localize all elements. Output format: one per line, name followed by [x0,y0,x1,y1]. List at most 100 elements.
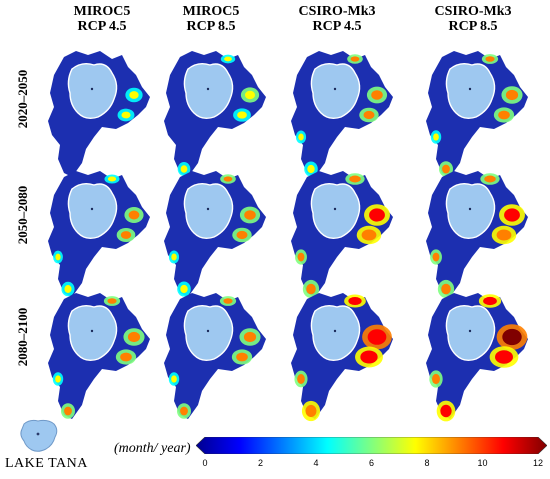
hotspot-inner [498,110,510,120]
hotspot-inner [129,91,139,99]
hotspot-inner [502,328,522,346]
basin-map [42,287,154,427]
hotspot-inner [483,296,497,306]
lake-tana-area [310,62,361,120]
colorbar-tick-label: 2 [257,458,264,468]
basin-map-graphic [48,51,150,177]
hotspot-inner [236,352,248,362]
column-scenario: RCP 8.5 [186,19,236,34]
row-header-3: 2080–2100 [15,307,30,367]
hotspot-inner [180,284,188,294]
island-dot [333,87,337,91]
hotspot-inner [367,329,387,345]
hotspot-inner [363,110,375,120]
basin-map [158,165,270,305]
colorbar-tick-label: 12 [532,458,544,468]
column-header-2: MIROC5 RCP 8.5 [156,4,266,34]
lake-tana-area [310,182,361,240]
basin-map [42,45,154,185]
column-scenario: RCP 4.5 [312,19,362,34]
colorbar-tick-label: 6 [368,458,375,468]
basin-map-graphic [291,51,393,177]
island-dot [333,207,337,211]
hotspot-inner [121,111,131,119]
hotspot-inner [484,175,496,183]
island-dot [333,329,337,333]
colorbar-body [196,437,547,454]
lake-tana-area [183,62,234,120]
colorbar-tick-label: 8 [424,458,430,468]
hotspot-inner [496,229,512,241]
colorbar-tick-label: 0 [202,458,208,468]
colorbar-tick-label: 10 [477,458,488,468]
basin-map [420,165,532,305]
hotspot-inner [432,373,440,385]
hotspot-inner [348,297,362,305]
lake-tana-area [67,304,118,362]
basin-map-graphic [426,51,528,177]
basin-map [42,165,154,305]
colorbar [196,437,547,454]
island-dot [468,207,472,211]
column-scenario: RCP 4.5 [77,19,127,34]
lake-tana-area [310,304,361,362]
hotspot-inner [55,375,61,383]
basin-map-graphic [48,171,150,297]
hotspot-inner [349,175,361,183]
hotspot-inner [107,298,117,304]
hotspot-inner [180,165,188,173]
hotspot-inner [223,176,233,182]
column-scenario: RCP 8.5 [448,19,498,34]
basin-map [158,287,270,427]
hotspot-inner [298,133,304,141]
hotspot-inner [128,210,140,220]
hotspot-inner [171,253,177,261]
island-dot [90,329,94,333]
hotspot-inner [243,331,257,343]
column-header-3: CSIRO-Mk3 RCP 4.5 [282,4,392,34]
basin-map-graphic [164,293,266,419]
hotspot-inner [297,374,305,384]
hotspot-inner [237,111,247,119]
island-dot [90,87,94,91]
island-dot [468,87,472,91]
island-dot [90,207,94,211]
hotspot-inner [244,90,256,100]
hotspot-inner [64,285,72,293]
island-dot [206,329,210,333]
hotspot-inner [120,352,132,362]
basin-map-graphic [164,51,266,177]
lake-tana-area [183,182,234,240]
column-model: CSIRO-Mk3 [434,4,512,19]
hotspot-inner [297,252,305,262]
hotspot-inner [64,406,72,416]
row-header-1: 2020–2050 [15,69,30,129]
basin-map-graphic [291,293,393,422]
hotspot-inner [371,90,383,100]
hotspot-inner [495,350,513,364]
column-model: MIROC5 [73,4,131,19]
hotspot-inner [369,208,385,222]
unit-label: (month/ year) [114,441,191,456]
column-model: CSIRO-Mk3 [298,4,376,19]
hotspot-inner [223,298,233,304]
island-dot [468,329,472,333]
basin-map [420,287,532,427]
basin-map [285,45,397,185]
basin-map [420,45,532,185]
basin-map-graphic [291,171,393,299]
basin-map-graphic [426,293,528,422]
hotspot-inner [432,252,440,262]
hotspot-inner [433,133,439,141]
hotspot-inner [236,230,248,240]
hotspot-inner [171,375,177,383]
row-header-2: 2050–2080 [15,185,30,245]
hotspot-inner [442,164,450,174]
lake-tana-area [445,304,496,362]
hotspot-inner [361,229,377,241]
lake-tana-area [445,182,496,240]
lake-tana-area [183,304,234,362]
lake-tana-icon [20,419,58,452]
hotspot-inner [360,350,378,364]
lake-tana-area [445,62,496,120]
